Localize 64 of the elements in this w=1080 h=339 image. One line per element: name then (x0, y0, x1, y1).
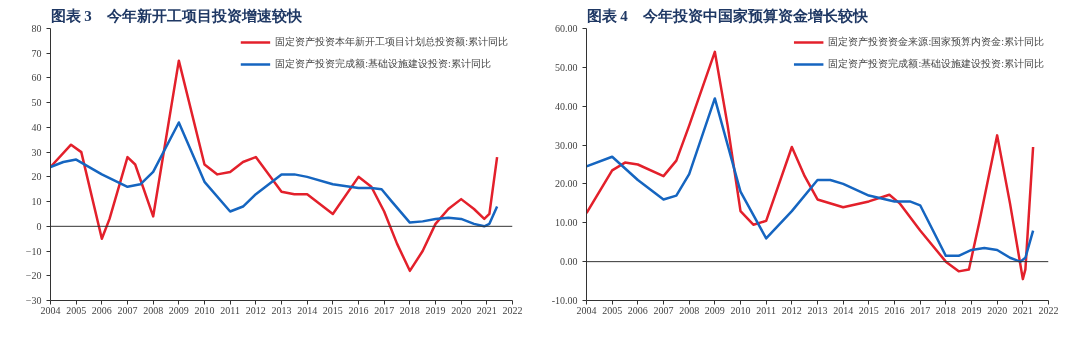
x-tick-label: 2010 (194, 304, 215, 316)
y-tick-label: 0 (36, 220, 42, 232)
y-tick-label: 0.00 (560, 256, 578, 268)
x-tick-label: 2013 (807, 304, 828, 316)
x-tick-label: 2009 (704, 304, 725, 316)
x-tick-label: 2007 (117, 304, 138, 316)
x-tick-label: 2017 (910, 304, 931, 316)
legend-label: 固定资产投资完成额:基础设施建设投资:累计同比 (828, 57, 1044, 71)
x-tick-label: 2014 (833, 304, 854, 316)
x-tick-label: 2011 (220, 304, 240, 316)
chart-title: 图表 3 今年新开工项目投资增速较快 (50, 6, 303, 24)
x-tick-label: 2015 (858, 304, 879, 316)
x-tick-label: 2016 (884, 304, 905, 316)
y-tick-label: 10 (31, 196, 42, 208)
x-tick-label: 2011 (756, 304, 776, 316)
y-tick-label: 40.00 (555, 100, 578, 112)
x-tick-label: 2019 (425, 304, 446, 316)
x-tick-label: 2015 (322, 304, 343, 316)
y-tick-label: 20.00 (555, 178, 578, 190)
x-tick-label: 2014 (297, 304, 318, 316)
x-tick-label: 2007 (653, 304, 674, 316)
x-tick-label: 2006 (91, 304, 112, 316)
x-tick-label: 2012 (781, 304, 802, 316)
x-tick-label: 2019 (961, 304, 982, 316)
x-tick-label: 2012 (245, 304, 266, 316)
chart-title: 图表 4 今年投资中国家预算资金增长较快 (586, 6, 869, 24)
x-tick-label: 2004 (40, 304, 61, 316)
x-tick-label: 2018 (935, 304, 956, 316)
x-tick-label: 2022 (1038, 304, 1059, 316)
x-tick-label: 2020 (451, 304, 472, 316)
x-tick-label: 2021 (1012, 304, 1033, 316)
y-tick-label: 30.00 (555, 139, 578, 151)
x-tick-label: 2005 (66, 304, 87, 316)
x-tick-label: 2018 (399, 304, 420, 316)
x-tick-label: 2008 (143, 304, 164, 316)
y-tick-label: 20 (31, 171, 42, 183)
x-tick-label: 2005 (602, 304, 623, 316)
x-tick-label: 2017 (374, 304, 395, 316)
y-tick-label: −10 (25, 245, 42, 257)
y-tick-label: 30 (31, 146, 42, 158)
x-tick-label: 2010 (730, 304, 751, 316)
legend-label: 固定资产投资资金来源:国家预算内资金:累计同比 (828, 35, 1044, 49)
x-tick-label: 2013 (271, 304, 292, 316)
x-tick-label: 2004 (576, 304, 597, 316)
y-tick-label: 50 (31, 97, 42, 109)
y-tick-label: 60 (31, 72, 42, 84)
x-tick-label: 2009 (168, 304, 189, 316)
y-tick-label: 70 (31, 47, 42, 59)
y-tick-label: 40 (31, 121, 42, 133)
x-tick-label: 2020 (987, 304, 1008, 316)
y-tick-label: 80 (31, 23, 42, 34)
legend-label: 固定资产投资完成额:基础设施建设投资:累计同比 (275, 57, 491, 71)
y-tick-label: 10.00 (555, 217, 578, 229)
x-tick-label: 2008 (679, 304, 700, 316)
y-tick-label: 60.00 (555, 23, 578, 34)
legend-label: 固定资产投资本年新开工项目计划总投资额:累计同比 (275, 35, 508, 49)
x-tick-label: 2021 (476, 304, 497, 316)
y-tick-label: -10.00 (551, 295, 578, 306)
y-tick-label: −20 (25, 270, 42, 282)
y-tick-label: 50.00 (555, 61, 578, 73)
y-tick-label: −30 (25, 295, 42, 306)
x-tick-label: 2006 (627, 304, 648, 316)
x-tick-label: 2016 (348, 304, 369, 316)
x-tick-label: 2022 (502, 304, 523, 316)
